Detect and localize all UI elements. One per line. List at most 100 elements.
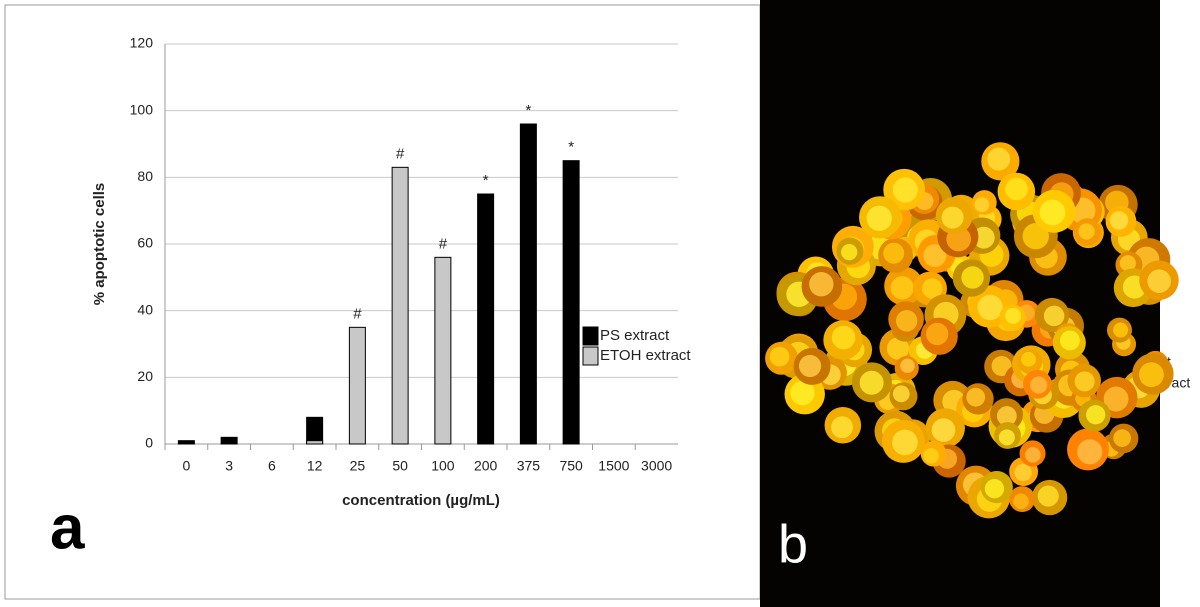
cell-core	[1113, 429, 1131, 447]
bar-marker: #	[353, 305, 362, 322]
cell-core	[1037, 485, 1059, 507]
cell-core	[790, 380, 815, 406]
x-tick-label: 25	[350, 458, 366, 474]
bar	[391, 166, 409, 445]
y-axis-title: % apoptotic cells	[91, 183, 108, 306]
bar-marker: #	[439, 235, 448, 252]
x-tick-label: 1500	[598, 458, 629, 474]
cell-core	[1077, 439, 1103, 465]
cell-core	[923, 448, 939, 464]
cell-core	[866, 205, 892, 231]
legend-label: PS extract	[600, 327, 670, 344]
y-tick-label: 120	[130, 35, 154, 51]
cell-core	[798, 354, 822, 378]
y-tick-label: 80	[137, 168, 153, 184]
cell-core	[892, 429, 918, 456]
cell-core	[809, 272, 834, 297]
bar	[434, 256, 452, 445]
cell-core	[998, 429, 1015, 446]
bar	[306, 440, 324, 445]
x-tick-label: 12	[307, 458, 323, 474]
x-tick-label: 3000	[641, 458, 672, 474]
cell-core	[1021, 351, 1036, 367]
bar	[477, 193, 495, 445]
cell-core	[1043, 305, 1065, 327]
cell-core	[923, 244, 947, 268]
cell-core	[972, 226, 995, 249]
cell-core	[859, 370, 884, 395]
cell-core	[1074, 371, 1095, 392]
bar	[177, 440, 195, 445]
x-tick-label: 50	[392, 458, 408, 474]
cell-core	[961, 266, 984, 289]
y-tick-label: 0	[145, 435, 153, 451]
cell-core	[941, 206, 964, 229]
cell-core	[1109, 211, 1129, 230]
cell-core	[831, 325, 856, 350]
cell-core	[900, 358, 915, 374]
bar	[562, 160, 580, 445]
cell-core	[883, 242, 905, 264]
cell-core	[1078, 223, 1095, 240]
x-tick-label: 100	[431, 458, 455, 474]
cell-core	[1005, 307, 1022, 324]
cell-core	[841, 243, 858, 261]
bar-marker: *	[568, 139, 574, 156]
cell-core	[926, 322, 949, 346]
cell-core	[1005, 177, 1028, 201]
panel-label: a	[50, 493, 85, 562]
cell-core	[1013, 493, 1029, 510]
cell-core	[831, 416, 854, 439]
cell-core	[1086, 405, 1106, 425]
cell-core	[892, 177, 918, 203]
cell-core	[984, 479, 1005, 499]
y-tick-label: 100	[130, 101, 154, 117]
x-tick-label: 200	[474, 458, 498, 474]
cell-core	[895, 310, 918, 332]
cell-core	[996, 406, 1017, 426]
cell-core	[991, 355, 1012, 377]
bar-marker: *	[525, 102, 531, 119]
cell-core	[1139, 362, 1164, 388]
x-tick-label: 6	[268, 458, 276, 474]
x-tick-label: 0	[182, 458, 190, 474]
cell-core	[931, 418, 956, 442]
cell-core	[1119, 255, 1136, 272]
cell-core	[1147, 269, 1172, 294]
cell-core	[892, 385, 910, 403]
cell-core	[966, 387, 986, 407]
cell-core	[1022, 223, 1049, 250]
bar	[220, 436, 238, 445]
cell-core	[1030, 376, 1048, 394]
y-tick-label: 20	[137, 368, 153, 384]
cell-core	[890, 276, 914, 300]
panel-a-frame	[4, 4, 761, 600]
x-axis-title: concentration (µg/mL)	[342, 492, 500, 509]
cell-core	[1059, 330, 1080, 351]
legend-label: ETOH extract	[600, 347, 691, 364]
cell-core	[977, 294, 1003, 321]
micrograph	[760, 0, 1179, 607]
bar	[519, 123, 537, 445]
x-tick-label: 375	[517, 458, 541, 474]
legend-swatch	[582, 326, 599, 346]
cell-core	[974, 197, 990, 213]
y-tick-label: 40	[137, 301, 153, 317]
cell-core	[1113, 322, 1129, 338]
bar	[306, 416, 324, 445]
bar	[348, 326, 366, 445]
bar-marker: #	[396, 145, 405, 162]
bar-marker: *	[483, 172, 489, 189]
legend-swatch	[582, 346, 599, 366]
cell-core	[769, 346, 790, 367]
x-tick-label: 750	[559, 458, 583, 474]
cell-core	[1014, 463, 1032, 482]
cell-core	[1025, 447, 1041, 463]
x-tick-label: 3	[225, 458, 233, 474]
cell-core	[886, 337, 910, 360]
cell-core	[922, 278, 943, 299]
cell-core	[1039, 199, 1066, 226]
cell-core	[987, 147, 1011, 171]
panel-label: b	[778, 514, 808, 574]
